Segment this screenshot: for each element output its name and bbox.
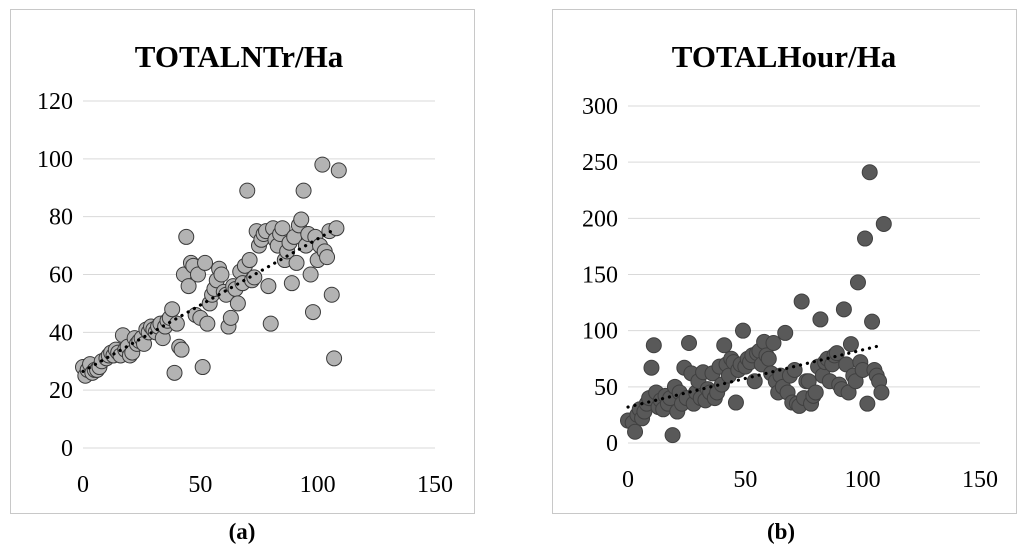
data-point [793,293,810,310]
data-point [645,337,662,354]
x-tick-label: 150 [417,472,453,498]
chart-panel-b: TOTALHour/Ha 0 50 100 150 200 250 300 0 50 100 150 [552,9,1017,514]
data-point [173,341,190,358]
data-point [323,286,340,303]
data-point [777,324,794,341]
y-tick-label: 0 [61,436,73,462]
y-tick-label: 50 [594,375,618,401]
data-point [239,182,256,199]
chart-title: TOTALNTr/Ha [135,39,344,74]
data-point [260,278,277,295]
data-point [222,309,239,326]
data-point [164,301,181,318]
data-point [859,395,876,412]
data-point [180,278,197,295]
chart-frame-a [10,9,475,514]
data-point [786,361,803,378]
y-tick-label: 300 [582,94,618,120]
y-tick-label: 100 [37,147,73,173]
x-tick-label: 0 [622,467,634,493]
data-point [716,337,733,354]
data-point [213,266,230,283]
data-point [681,335,698,352]
x-tick-label: 100 [300,472,336,498]
x-tick-label: 50 [188,472,212,498]
data-point [189,266,206,283]
y-tick-label: 80 [49,205,73,231]
data-points [75,156,347,384]
y-tick-label: 200 [582,206,618,232]
data-point [849,274,866,291]
x-tick-label: 150 [962,467,998,493]
y-tick-label: 0 [606,431,618,457]
data-point [765,335,782,352]
data-point [288,254,305,271]
data-point [246,269,263,286]
data-point [302,266,319,283]
trendline [81,226,339,373]
data-point [664,427,681,444]
data-point [760,350,777,367]
data-point [727,394,744,411]
y-tick-label: 150 [582,263,618,289]
data-point [734,322,751,339]
data-point [319,249,336,266]
data-point [828,345,845,362]
data-point [283,275,300,292]
x-tick-label: 50 [733,467,757,493]
chart-panel-a: TOTALNTr/Ha 0 20 40 60 80 100 120 0 50 100 150 [10,9,475,514]
data-point [643,359,660,376]
data-points [620,164,892,444]
data-point [328,220,345,237]
data-point [293,211,310,228]
y-tick-label: 20 [49,378,73,404]
scatter-chart-a: TOTALNTr/Ha 0 20 40 60 80 100 120 0 50 100 150 [37,39,453,498]
data-point [166,364,183,381]
data-point [857,230,874,247]
data-point [807,384,824,401]
caption-a: (a) [228,519,256,544]
data-point [295,182,312,199]
data-point [314,156,331,173]
data-point [326,350,343,367]
data-point [835,301,852,318]
data-point [330,162,347,179]
y-tick-label: 40 [49,320,73,346]
chart-title: TOTALHour/Ha [672,39,897,74]
data-point [229,295,246,312]
x-tick-label: 100 [845,467,881,493]
data-point [262,315,279,332]
y-tick-label: 250 [582,150,618,176]
data-point [864,313,881,330]
caption-b: (b) [766,519,796,544]
trendline [626,343,884,409]
x-tick-label: 0 [77,472,89,498]
data-point [875,215,892,232]
data-point [627,423,644,440]
y-tick-label: 100 [582,319,618,345]
data-point [842,336,859,353]
y-tick-label: 120 [37,89,73,115]
data-point [812,311,829,328]
data-point [241,252,258,269]
chart-frame-b [552,9,1017,514]
data-point [861,164,878,181]
data-point [194,359,211,376]
y-tick-label: 60 [49,263,73,289]
data-point [304,304,321,321]
data-point [178,228,195,245]
scatter-chart-b: TOTALHour/Ha 0 50 100 150 200 250 300 0 50 100 150 [582,39,998,493]
data-point [197,254,214,271]
data-point [199,315,216,332]
data-point [274,220,291,237]
data-point [873,384,890,401]
